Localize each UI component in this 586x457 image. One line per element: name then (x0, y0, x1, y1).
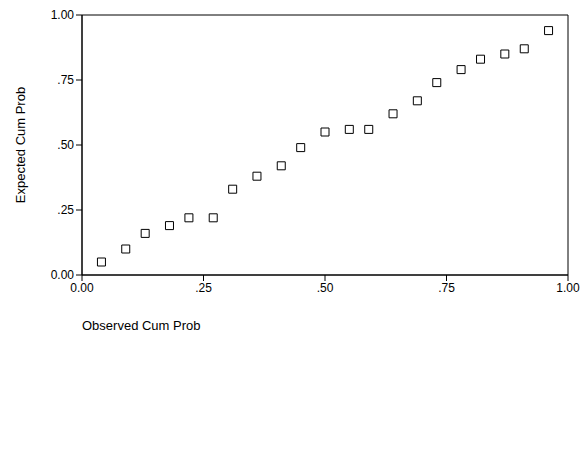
svg-text:.25: .25 (195, 281, 212, 295)
svg-text:.75: .75 (57, 73, 74, 87)
svg-text:1.00: 1.00 (51, 8, 75, 22)
svg-text:Expected Cum Prob: Expected Cum Prob (13, 87, 28, 203)
svg-text:0.00: 0.00 (70, 281, 94, 295)
svg-text:.50: .50 (57, 138, 74, 152)
svg-text:Observed Cum Prob: Observed Cum Prob (82, 318, 201, 333)
svg-text:1.00: 1.00 (556, 281, 580, 295)
svg-text:.75: .75 (438, 281, 455, 295)
svg-text:.50: .50 (317, 281, 334, 295)
svg-text:0.00: 0.00 (51, 268, 75, 282)
svg-text:.25: .25 (57, 203, 74, 217)
